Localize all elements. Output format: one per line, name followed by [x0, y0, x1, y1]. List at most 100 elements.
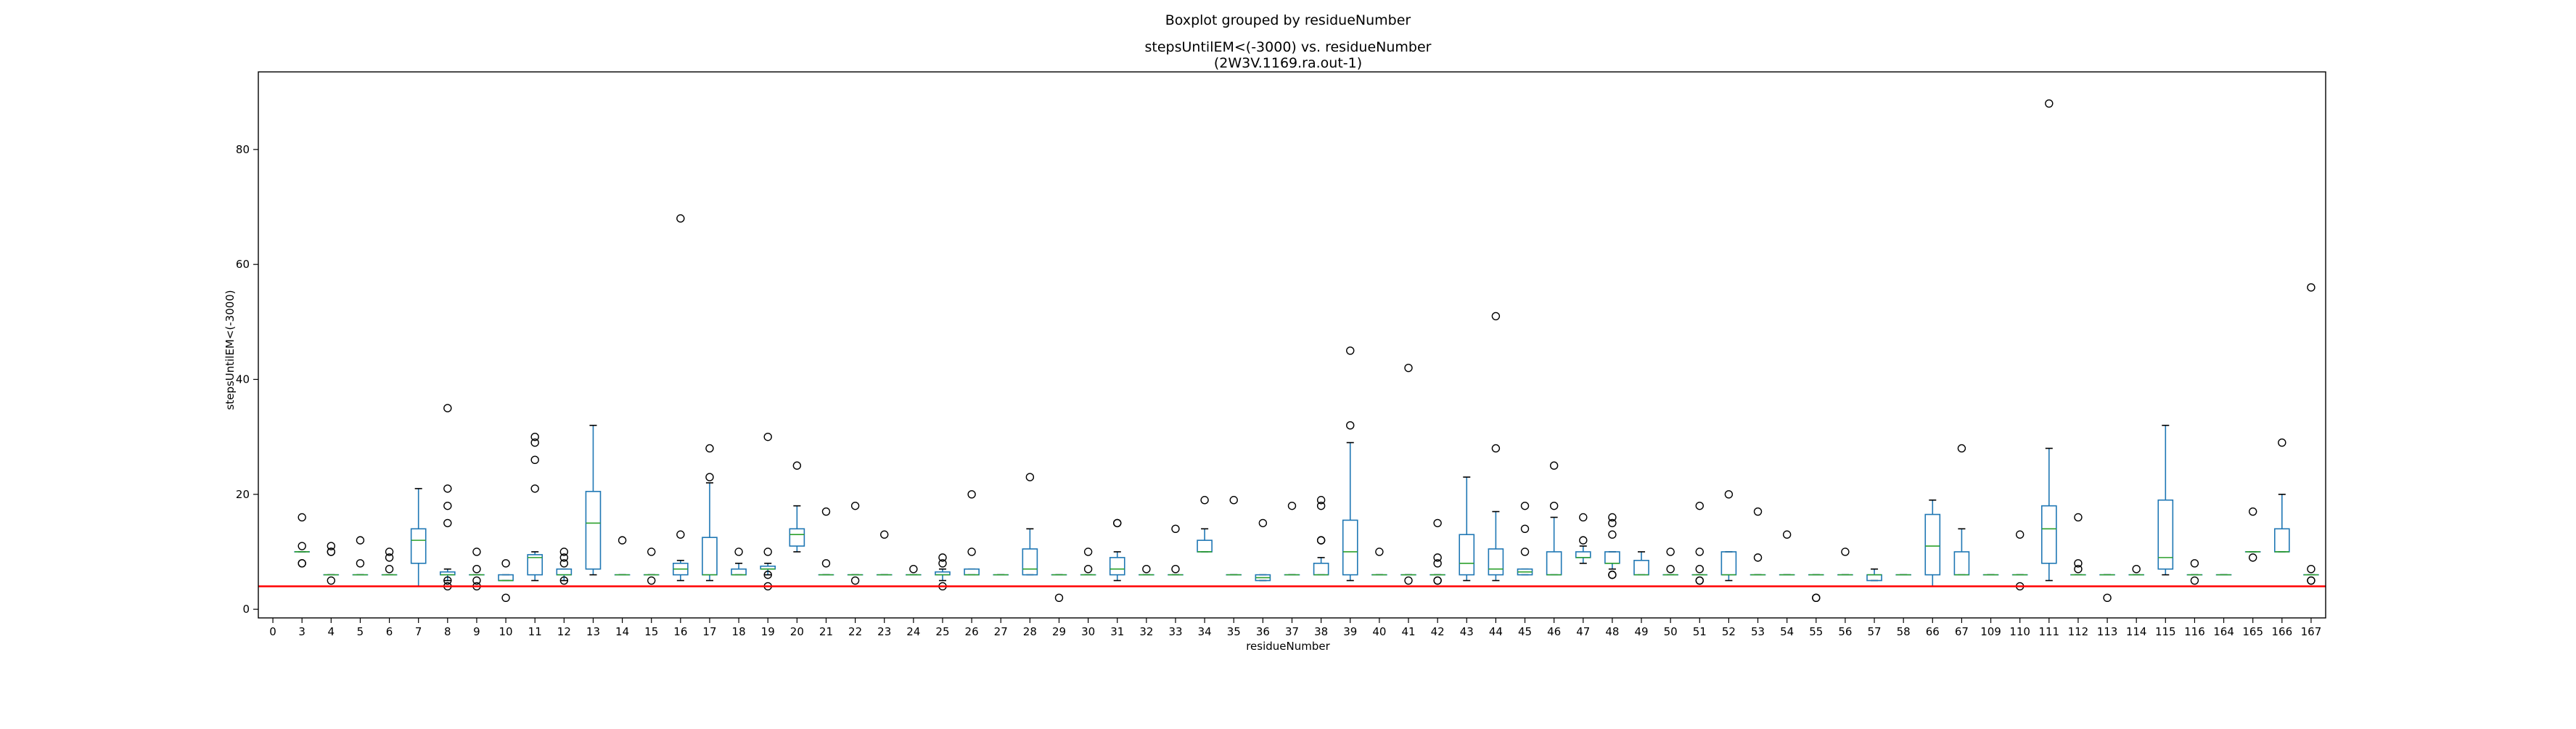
outlier-point [473, 566, 480, 573]
x-tick-label: 22 [848, 625, 862, 638]
outlier-point [1696, 577, 1703, 585]
box-body [1605, 552, 1620, 563]
outlier-point [1696, 566, 1703, 573]
outlier-point [444, 485, 451, 492]
x-tick-label: 40 [1372, 625, 1386, 638]
outlier-point [1492, 312, 1499, 319]
x-tick-label: 57 [1867, 625, 1881, 638]
outlier-point [298, 542, 305, 550]
x-tick-label: 115 [2155, 625, 2176, 638]
outlier-point [1958, 444, 1965, 452]
x-tick-label: 5 [357, 625, 364, 638]
outlier-point [327, 577, 335, 585]
x-tick-label: 51 [1693, 625, 1707, 638]
outlier-point [1347, 422, 1354, 429]
box-body [702, 537, 717, 574]
outlier-point [735, 548, 742, 555]
box-body [586, 492, 600, 569]
outlier-point [444, 502, 451, 510]
x-tick-label: 18 [732, 625, 746, 638]
x-tick-label: 55 [1809, 625, 1823, 638]
x-tick-label: 20 [790, 625, 804, 638]
box-body [1343, 520, 1358, 574]
x-tick-label: 53 [1751, 625, 1765, 638]
x-tick-label: 7 [415, 625, 422, 638]
outlier-point [2308, 284, 2315, 291]
x-tick-label: 47 [1576, 625, 1590, 638]
x-tick-label: 16 [673, 625, 687, 638]
box-body [2158, 500, 2173, 569]
x-tick-label: 17 [702, 625, 716, 638]
box-body [1459, 534, 1474, 574]
outlier-point [764, 433, 771, 441]
x-tick-label: 66 [1926, 625, 1940, 638]
y-tick-label: 40 [236, 372, 250, 386]
box-body [411, 529, 426, 563]
x-tick-label: 110 [2009, 625, 2030, 638]
outlier-point [1492, 444, 1499, 452]
x-tick-label: 32 [1139, 625, 1153, 638]
box-body [1314, 563, 1329, 575]
x-tick-label: 24 [906, 625, 920, 638]
x-tick-label: 8 [444, 625, 451, 638]
outlier-point [1230, 497, 1237, 504]
box-body [1197, 540, 1212, 552]
outlier-point [2104, 594, 2111, 601]
x-tick-label: 23 [877, 625, 891, 638]
box-body [731, 569, 746, 575]
outlier-point [852, 577, 859, 585]
outlier-point [1289, 502, 1296, 510]
outlier-point [822, 508, 829, 516]
x-tick-label: 30 [1081, 625, 1095, 638]
outlier-point [1026, 473, 1033, 481]
x-tick-label: 11 [528, 625, 542, 638]
x-tick-label: 42 [1431, 625, 1445, 638]
outlier-point [764, 548, 771, 555]
outlier-point [1055, 594, 1062, 601]
outlier-point [910, 566, 917, 573]
box-body [1022, 549, 1037, 575]
box-body [2042, 506, 2056, 563]
x-tick-label: 113 [2097, 625, 2118, 638]
x-tick-label: 109 [1980, 625, 2001, 638]
outlier-point [1318, 537, 1325, 544]
y-tick-label: 60 [236, 258, 250, 271]
box-body [557, 569, 571, 575]
outlier-point [1609, 531, 1616, 538]
x-tick-label: 26 [965, 625, 979, 638]
outlier-point [2278, 439, 2286, 447]
box-body [1721, 552, 1736, 575]
x-tick-label: 14 [615, 625, 629, 638]
box-body [789, 529, 804, 546]
outlier-point [1696, 548, 1703, 555]
chart-suptitle: Boxplot grouped by residueNumber [1165, 12, 1411, 28]
box-body [1634, 561, 1649, 575]
x-tick-label: 111 [2038, 625, 2059, 638]
x-tick-label: 21 [819, 625, 833, 638]
outlier-point [1667, 548, 1674, 555]
outlier-point [1114, 519, 1121, 526]
outlier-point [1551, 462, 1558, 469]
box-body [1925, 515, 1940, 575]
y-tick-label: 20 [236, 488, 250, 501]
outlier-point [2133, 566, 2140, 573]
outlier-point [2249, 508, 2257, 516]
outlier-point [1725, 491, 1732, 498]
y-axis-label: stepsUntilEM<(-3000) [223, 290, 237, 410]
outlier-point [1667, 566, 1674, 573]
outlier-point [1347, 347, 1354, 354]
x-tick-label: 37 [1285, 625, 1299, 638]
outlier-point [2075, 513, 2082, 521]
x-tick-label: 165 [2242, 625, 2263, 638]
x-tick-label: 4 [328, 625, 335, 638]
y-tick-label: 80 [236, 143, 250, 156]
outlier-point [1522, 548, 1529, 555]
outlier-point [619, 537, 626, 544]
outlier-point [1172, 525, 1179, 532]
outlier-point [677, 215, 684, 222]
x-tick-label: 116 [2184, 625, 2205, 638]
outlier-point [1085, 566, 1092, 573]
x-tick-label: 56 [1838, 625, 1852, 638]
